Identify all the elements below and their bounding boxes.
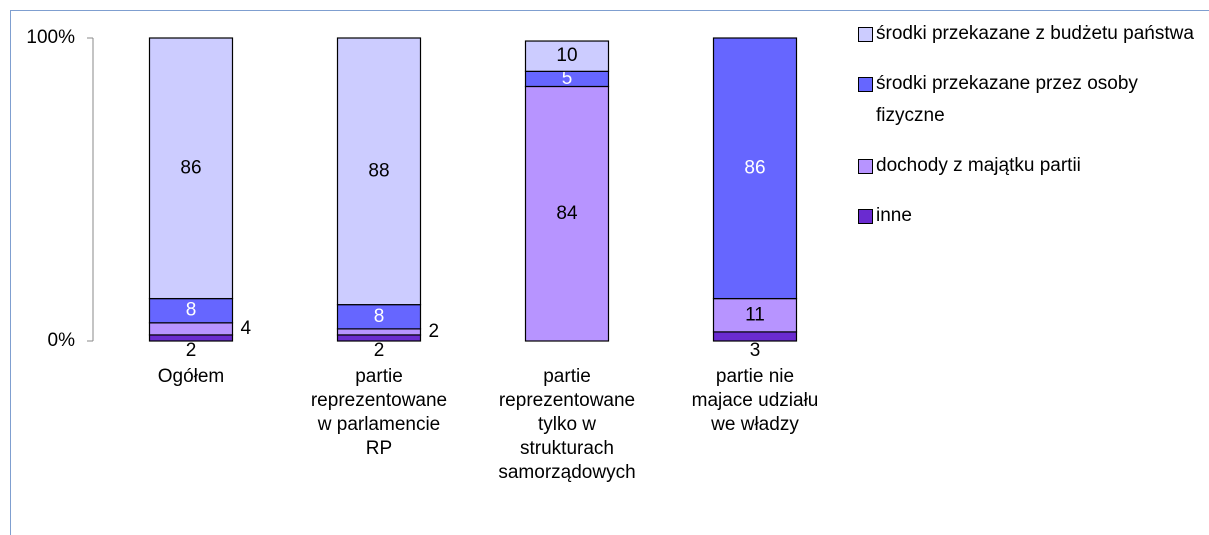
legend-swatch [858,77,873,92]
y-tick-label: 100% [26,27,75,48]
legend-item: środki przekazane przez osoby fizyczne [858,68,1203,132]
bar-segment [524,40,610,72]
bar-segment [148,37,234,300]
data-label: 8 [374,306,385,327]
legend-swatch [858,27,873,42]
legend-label: środki przekazane przez osoby fizyczne [876,73,1138,126]
data-label: 2 [186,340,197,361]
bar-segment [524,85,610,342]
x-tick-label: partie reprezentowane tylko w strukturach sa… [498,366,635,483]
legend-label: środki przekazane z budżetu państwa [876,23,1194,44]
bar-segment [712,297,798,333]
bar-segment [336,328,422,336]
data-label: 3 [750,340,761,361]
data-label: 10 [556,45,577,66]
frame [10,10,1209,535]
bar-segment [148,322,234,336]
data-label: 8 [186,300,197,321]
legend-label: inne [876,205,912,226]
legend-item: inne [858,200,1203,232]
bar-segment [712,37,798,300]
data-label: 84 [556,203,578,224]
data-label: 11 [745,304,765,325]
y-tick-label: 0% [48,330,76,351]
bar-segment [148,297,234,324]
legend-swatch [858,209,873,224]
legend-label: dochody z majątku partii [876,155,1081,176]
legend-item: dochody z majątku partii [858,150,1203,182]
bar-segment [336,304,422,330]
data-label: 2 [374,340,385,361]
legend-item: środki przekazane z budżetu państwa [858,18,1203,50]
data-label: 2 [429,321,440,342]
data-label: 86 [180,157,201,178]
bar-segment [336,37,422,306]
data-label: 4 [241,318,252,339]
x-tick-label: Ogółem [158,366,225,387]
legend: środki przekazane z budżetu państwa środk… [858,18,1203,250]
data-label: 5 [562,68,573,89]
data-label: 86 [744,157,765,178]
legend-swatch [858,159,873,174]
data-label: 88 [368,160,389,181]
x-tick-label: partie reprezentowane w parlamencie RP [311,366,447,459]
x-tick-label: partie nie majace udziału we władzy [692,366,819,435]
